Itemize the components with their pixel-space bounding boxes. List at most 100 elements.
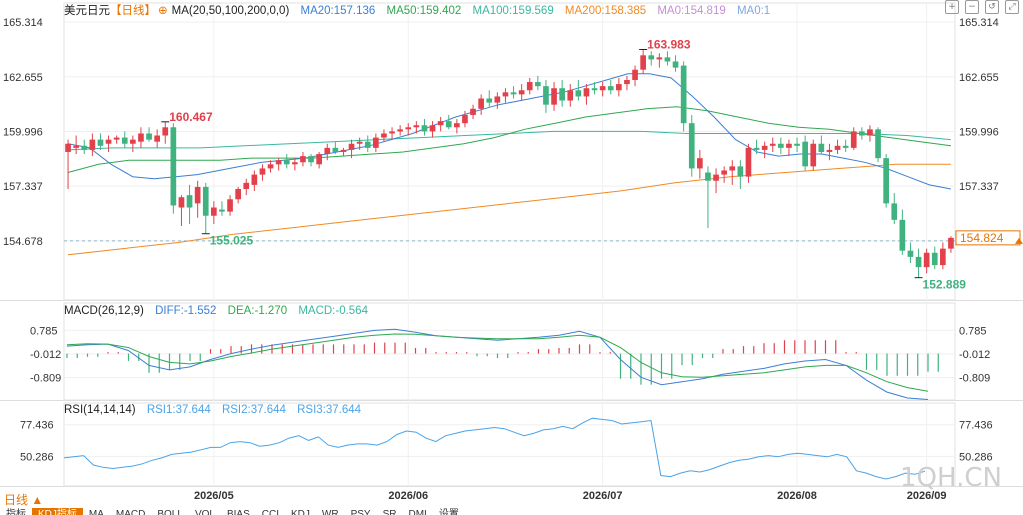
high-annotation: 163.983 [647, 37, 691, 51]
macd-params[interactable]: MACD(26,12,9) [64, 305, 144, 317]
candle-body [753, 147, 760, 150]
y-tick-label-left: -0.012 [30, 349, 61, 361]
x-tick-label: 2026/07 [583, 490, 623, 502]
macd-dea-value: DEA:-1.270 [227, 305, 288, 317]
low-annotation: 152.889 [923, 278, 967, 292]
last-price-tag [955, 230, 1021, 246]
candle-body [591, 88, 598, 91]
candle-body [332, 147, 339, 152]
candle-body [283, 160, 290, 165]
candle-body [737, 166, 744, 177]
candle-body [170, 127, 177, 206]
rsi3-value: RSI3:37.644 [297, 404, 362, 416]
candle-body [567, 90, 574, 101]
candle-body [664, 57, 671, 62]
indicator-tab[interactable]: VOL [194, 509, 215, 515]
candle-body [437, 121, 444, 126]
candle-body [551, 88, 557, 105]
rsi1-value: RSI1:37.644 [146, 404, 211, 416]
candle-body [729, 166, 736, 171]
indicator-tab[interactable]: CCI [261, 509, 279, 515]
y-tick-label-right: 165.314 [959, 17, 999, 29]
y-tick-label-right: -0.809 [959, 373, 990, 385]
candle-body [948, 237, 954, 249]
ma200-line [67, 163, 951, 256]
candle-body [794, 143, 800, 146]
candle-body [940, 248, 946, 266]
y-tick-label-right: 162.655 [959, 72, 999, 84]
indicator-tab[interactable]: KDJ指标 [32, 508, 83, 515]
y-tick-label-right: 77.436 [959, 420, 993, 432]
zoom-out-icon[interactable]: − [965, 0, 979, 14]
indicator-tab[interactable]: KDJ [290, 509, 310, 515]
candle-body [915, 256, 922, 268]
indicator-tab[interactable]: PSY [350, 509, 371, 515]
candle-body [308, 156, 314, 163]
candle-body [818, 143, 825, 152]
candle-body [397, 129, 403, 132]
x-tick-label: 2026/08 [777, 490, 817, 502]
candle-body [413, 125, 420, 128]
candle-body [802, 141, 808, 167]
candle-body [907, 250, 914, 257]
settings-icon[interactable]: ⊕ [158, 3, 168, 17]
zoom-in-icon[interactable]: + [945, 0, 959, 14]
rsi-params[interactable]: RSI(14,14,14) [64, 404, 136, 416]
candle-body [607, 86, 614, 91]
reset-icon[interactable]: ↺ [985, 0, 999, 14]
candle-body [178, 197, 185, 208]
candle-body [73, 145, 79, 148]
indicator-tab[interactable]: MA [88, 509, 104, 515]
candle-body [599, 86, 606, 91]
candle-body [575, 90, 582, 97]
y-tick-label-left: 165.314 [3, 17, 43, 29]
candle-body [656, 57, 663, 60]
candle-body [445, 121, 452, 128]
macd-legend: MACD(26,12,9) DIFF:-1.552 DEA:-1.270 MAC… [64, 305, 376, 317]
candle-body [227, 199, 233, 212]
indicator-tab[interactable]: BIAS [226, 509, 250, 515]
candle-body [834, 145, 841, 150]
ma-params[interactable]: MA(20,50,100,200,0,0) [171, 5, 290, 17]
candle-body [680, 65, 687, 124]
y-tick-label-right: 159.996 [959, 126, 999, 138]
candle-body [697, 158, 703, 169]
ma20-value: MA20:157.136 [300, 5, 376, 17]
fullscreen-icon[interactable]: ⤢ [1005, 0, 1019, 14]
indicator-tab[interactable]: SR [382, 509, 397, 515]
ma50-line [67, 106, 951, 173]
y-tick-label-right: 157.337 [959, 181, 999, 193]
candle-body [267, 164, 274, 169]
candle-body [292, 162, 298, 165]
x-tick-label: 2026/06 [388, 490, 428, 502]
candle-body [478, 98, 484, 109]
candle-body [340, 149, 347, 152]
indicator-tab[interactable]: 设置 [438, 509, 459, 515]
candle-body [616, 84, 622, 91]
candle-body [300, 156, 306, 163]
y-tick-label-left: 162.655 [3, 72, 43, 84]
macd-diff-line [66, 328, 929, 400]
indicator-tab[interactable]: 指标 [6, 509, 26, 515]
period-tag[interactable]: 【日线】 [110, 5, 156, 17]
y-tick-label-left: 50.286 [20, 451, 54, 463]
candle-body [454, 123, 460, 128]
y-tick-label-left: 0.785 [30, 325, 58, 337]
candle-body [81, 145, 88, 150]
indicator-tab[interactable]: WR [321, 509, 339, 515]
indicator-tab[interactable]: BOLL [157, 509, 183, 515]
candle-body [146, 133, 152, 140]
y-tick-label-right: 0.785 [959, 325, 987, 337]
last-price-label: 154.824 [960, 231, 1004, 245]
candle-body [162, 127, 169, 136]
indicator-tab[interactable]: DMI [408, 509, 427, 515]
indicator-tab[interactable]: MACD [115, 509, 146, 515]
candle-body [543, 86, 549, 105]
period-selector[interactable]: 日线 ▲ [0, 492, 60, 508]
y-tick-label-right: 50.286 [959, 451, 993, 463]
candle-body [89, 139, 96, 150]
y-tick-label-left: 77.436 [20, 420, 54, 432]
x-tick-label: 2026/09 [907, 490, 947, 502]
candle-body [121, 137, 128, 144]
